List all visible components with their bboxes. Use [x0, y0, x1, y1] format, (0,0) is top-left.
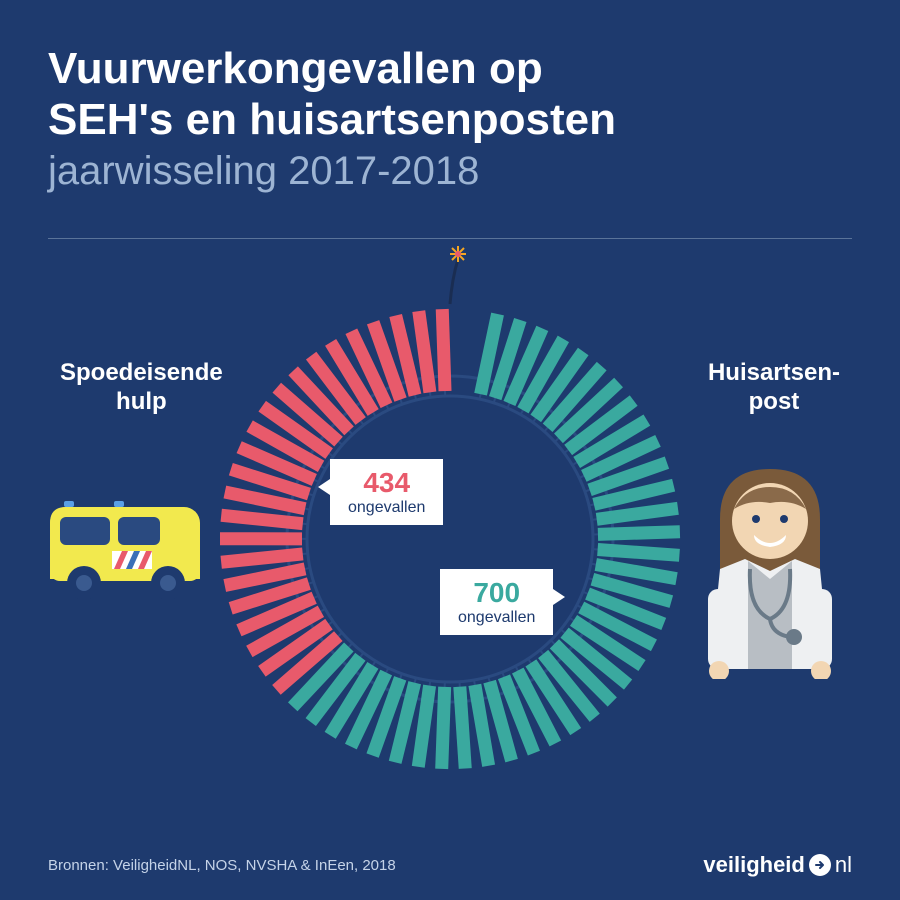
logo: veiligheid nl: [703, 852, 852, 878]
value-seh-number: 434: [348, 469, 425, 497]
title-line-1: Vuurwerkongevallen op: [48, 44, 543, 93]
label-huisartsenpost: Huisartsen- post: [708, 359, 840, 417]
doctor-icon: [690, 459, 850, 679]
page-title: Vuurwerkongevallen op SEH's en huisartse…: [48, 44, 852, 145]
title-line-2: SEH's en huisartsenposten: [48, 95, 616, 144]
logo-arrow-icon: [809, 854, 831, 876]
page-subtitle: jaarwisseling 2017-2018: [48, 149, 852, 194]
logo-bold: veiligheid: [703, 852, 804, 878]
value-box-hap: 700 ongevallen: [440, 569, 553, 635]
label-spoedeisende-hulp: Spoedeisende hulp: [60, 359, 223, 417]
radial-chart: [210, 299, 690, 779]
value-hap-sub: ongevallen: [458, 609, 535, 627]
value-box-seh: 434 ongevallen: [330, 459, 443, 525]
chart-area: Spoedeisende hulp Huisartsen- post 434 o…: [0, 259, 900, 819]
sources-text: Bronnen: VeiligheidNL, NOS, NVSHA & InEe…: [48, 857, 396, 874]
ambulance-icon: [40, 479, 220, 619]
value-seh-sub: ongevallen: [348, 499, 425, 517]
logo-light: nl: [835, 852, 852, 878]
value-hap-number: 700: [458, 579, 535, 607]
